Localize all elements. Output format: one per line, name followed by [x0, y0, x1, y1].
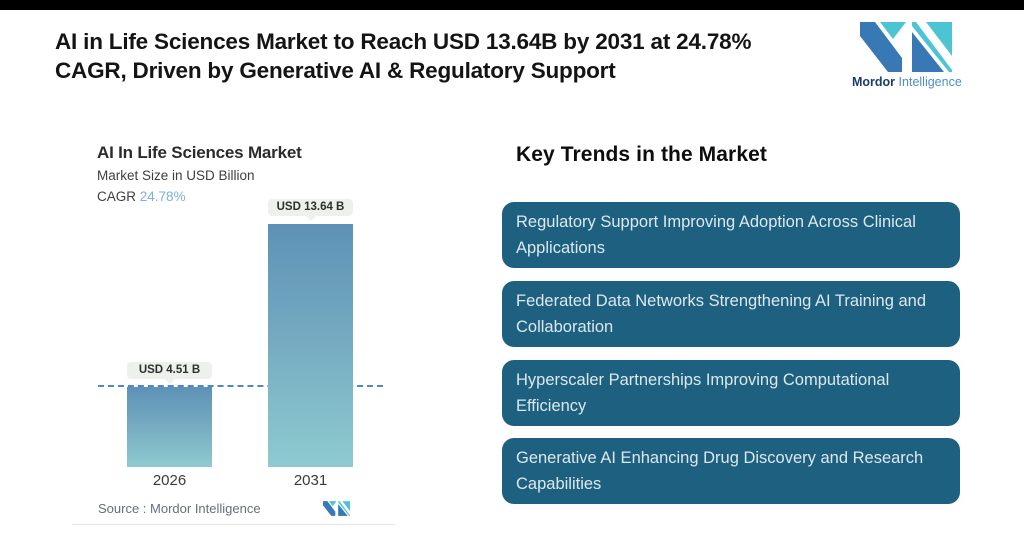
- chart-cagr: CAGR 24.78%: [97, 189, 186, 204]
- headline-line-2: CAGR, Driven by Generative AI & Regulato…: [55, 58, 616, 83]
- chart-bottom-divider: [72, 524, 395, 525]
- headline-line-1: AI in Life Sciences Market to Reach USD …: [55, 29, 752, 54]
- x-axis-label-2031: 2031: [293, 472, 328, 489]
- value-pill: USD 4.51 B: [127, 362, 212, 384]
- cagr-value: 24.78%: [139, 189, 186, 204]
- trend-card: Federated Data Networks Strengthening AI…: [502, 281, 960, 347]
- trend-card-text: Generative AI Enhancing Drug Discovery a…: [516, 449, 924, 493]
- trend-card: Generative AI Enhancing Drug Discovery a…: [502, 438, 960, 504]
- page-title: AI in Life Sciences Market to Reach USD …: [55, 27, 845, 85]
- chart-column: USD 4.51 B: [127, 140, 212, 467]
- chart-source: Source : Mordor Intelligence: [98, 501, 261, 516]
- chart-bar: [268, 224, 353, 467]
- logo-text-intelligence: Intelligence: [898, 75, 962, 89]
- key-trends-heading: Key Trends in the Market: [516, 143, 767, 166]
- key-trends-section: Key Trends in the Market Regulatory Supp…: [502, 143, 960, 504]
- chart-bar: [127, 387, 212, 467]
- top-black-bar: [0, 0, 1024, 10]
- trend-card-text: Hyperscaler Partnerships Improving Compu…: [516, 371, 890, 415]
- mordor-mini-logo-icon: [323, 501, 350, 516]
- value-pill: USD 13.64 B: [268, 199, 353, 221]
- trend-card-text: Regulatory Support Improving Adoption Ac…: [516, 213, 916, 257]
- trend-card-text: Federated Data Networks Strengthening AI…: [516, 292, 926, 336]
- market-size-chart: AI In Life Sciences Market Market Size i…: [70, 140, 400, 535]
- mordor-intelligence-logo: Mordor Intelligence: [852, 22, 1002, 89]
- reference-line: [98, 385, 383, 387]
- x-axis-label-2026: 2026: [152, 472, 187, 489]
- chart-title: AI In Life Sciences Market: [97, 143, 302, 162]
- chart-subtitle: Market Size in USD Billion: [97, 168, 255, 183]
- trend-card: Hyperscaler Partnerships Improving Compu…: [502, 360, 960, 426]
- chart-plot-area: USD 4.51 B USD 13.64 B: [70, 140, 400, 467]
- cagr-label: CAGR: [97, 189, 137, 204]
- chart-column: USD 13.64 B: [268, 140, 353, 467]
- mordor-logo-icon: [860, 22, 952, 72]
- trend-card: Regulatory Support Improving Adoption Ac…: [502, 202, 960, 268]
- mordor-logo-wordmark: Mordor Intelligence: [852, 75, 1002, 89]
- logo-text-mordor: Mordor: [852, 75, 896, 89]
